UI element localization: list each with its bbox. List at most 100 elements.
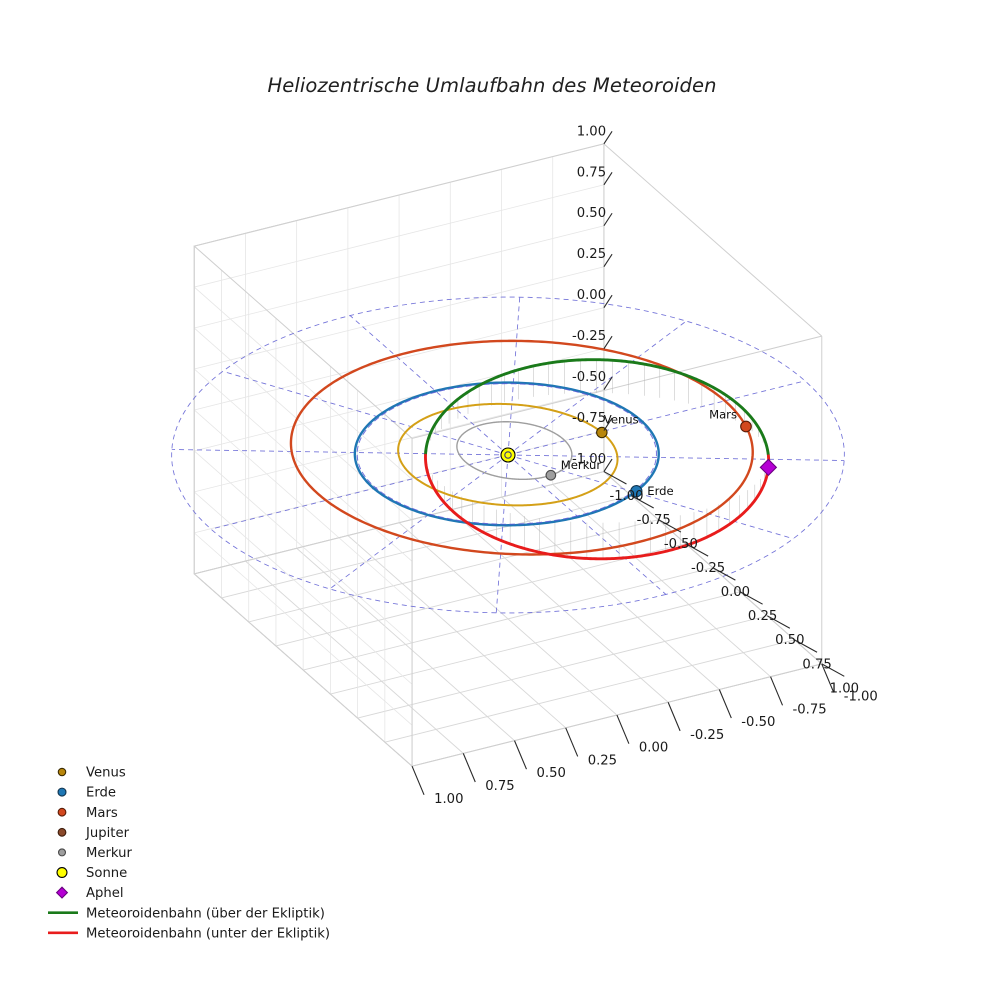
y-axis-4-label: 0.00: [639, 741, 668, 756]
x-axis-3-tick: [685, 543, 709, 557]
y-axis-0-tick: [821, 663, 835, 693]
legend-item-mars[interactable]: Mars: [57, 806, 118, 821]
aphel-marker: [759, 458, 778, 477]
z-axis-1-tick: [603, 417, 613, 431]
orbit-erde-orbit: [353, 381, 660, 527]
x-axis-5-label: 0.25: [748, 609, 777, 624]
z-axis-2-tick: [603, 376, 613, 390]
orbit-venus-orbit: [397, 402, 619, 507]
mars-marker: [740, 420, 752, 433]
legend-item-erde[interactable]: Erde: [57, 786, 116, 801]
z-axis-1-label: -0.75: [572, 411, 606, 426]
x-axis-1-tick: [630, 495, 654, 509]
orbit-merkur-orbit: [456, 421, 573, 481]
x-axis-8-label: 1.00: [830, 681, 859, 696]
y-axis-5-tick: [565, 727, 579, 757]
x-axis-0-tick: [603, 471, 627, 485]
erde-marker: [630, 485, 643, 498]
sun-ray-lines: [171, 296, 845, 614]
x-axis-4-tick: [712, 567, 736, 581]
y-axis-8-label: 1.00: [434, 792, 463, 807]
z-axis-5-label: 0.25: [577, 247, 606, 262]
axis-tick-labels: -1.00 -0.75 -0.50 -0.25 0.00 0.25 0.50 0.75 1.00…: [434, 124, 878, 807]
y-axis-2-label: -0.50: [741, 715, 775, 730]
legend-item-meteoroidenbahn[interactable]: Meteoroidenbahn (über der Ekliptik): [48, 906, 325, 921]
y-axis-5-label: 0.25: [588, 753, 617, 768]
legend-item-label: Mars: [86, 806, 118, 821]
body-label-venus: Venus: [604, 413, 639, 427]
x-axis-2-label: -0.50: [664, 537, 698, 552]
x-axis-3-label: -0.25: [691, 561, 725, 576]
x-axis-6-label: 0.50: [775, 633, 804, 648]
legend-circle-icon: [57, 787, 67, 797]
legend-circle-icon: [57, 827, 67, 837]
legend-circle-icon: [57, 767, 67, 777]
orbit-curves: [289, 339, 771, 561]
y-axis-3-label: -0.25: [690, 728, 724, 743]
y-axis-4-tick: [616, 714, 630, 744]
z-axis-7-label: 0.75: [577, 165, 606, 180]
legend-item-label: Jupiter: [85, 826, 130, 841]
z-axis-0-label: -1.00: [572, 452, 606, 467]
z-axis-4-tick: [603, 294, 613, 309]
x-axis-4-label: 0.00: [721, 585, 750, 600]
x-axis-6-tick: [767, 615, 791, 629]
legend-item-merkur[interactable]: Merkur: [57, 846, 133, 861]
page-title: Heliozentrische Umlaufbahn des Meteoroid…: [267, 74, 717, 97]
legend-item-label: Venus: [86, 766, 126, 781]
y-axis-7-tick: [462, 753, 476, 783]
y-axis-7-label: 0.75: [485, 779, 514, 794]
meteoroid-orbit-above-ecliptic: [424, 358, 770, 457]
y-axis-6-tick: [513, 740, 527, 770]
x-axis-5-tick: [739, 591, 763, 605]
legend-item-venus[interactable]: Venus: [57, 766, 126, 781]
legend-item-jupiter[interactable]: Jupiter: [57, 826, 130, 841]
legend-circle-icon: [57, 807, 67, 817]
z-axis-6-label: 0.50: [577, 206, 606, 221]
legend-item-label: Meteoroidenbahn (unter der Ekliptik): [86, 926, 330, 941]
orbit-stem-lines: [425, 359, 769, 559]
sun-marker: [500, 447, 516, 463]
y-axis-1-tick: [770, 676, 784, 706]
y-axis-2-tick: [718, 689, 732, 719]
x-axis-7-label: 0.75: [802, 657, 831, 672]
x-axis-7-tick: [794, 639, 818, 653]
x-axis-1-label: -0.75: [637, 513, 671, 528]
sun-inner-ring: [504, 451, 512, 459]
legend-item-sonne[interactable]: Sonne: [56, 866, 127, 881]
z-axis-7-tick: [603, 171, 613, 186]
legend-item-label: Aphel: [86, 886, 124, 901]
legend-item-label: Merkur: [86, 846, 133, 861]
legend-item-meteoroidenbahn[interactable]: Meteoroidenbahn (unter der Ekliptik): [48, 926, 330, 941]
legend-circle-icon: [56, 866, 68, 879]
z-axis-8-tick: [603, 130, 613, 145]
body-name-labels: Mars Venus Merkur Erde: [561, 408, 737, 499]
body-label-merkur: Merkur: [561, 458, 602, 472]
z-axis-2-label: -0.50: [572, 370, 606, 385]
y-axis-0-label: -1.00: [844, 690, 878, 705]
body-label-mars: Mars: [709, 408, 737, 422]
legend-item-label: Sonne: [86, 866, 127, 881]
x-axis-8-tick: [821, 663, 845, 677]
x-axis-2-tick: [658, 519, 682, 533]
merkur-marker: [545, 469, 557, 481]
legend[interactable]: Venus Erde Mars Jupiter Merkur Sonne Aphel Mete…: [48, 766, 330, 942]
z-axis-4-label: 0.00: [577, 288, 606, 303]
z-axis-3-tick: [603, 335, 613, 349]
legend-item-aphel[interactable]: Aphel: [55, 886, 124, 901]
legend-item-label: Meteoroidenbahn (über der Ekliptik): [86, 906, 325, 921]
legend-diamond-icon: [55, 886, 69, 899]
y-axis-1-label: -0.75: [793, 702, 827, 717]
body-label-erde: Erde: [647, 484, 673, 498]
z-axis-6-tick: [603, 212, 613, 227]
z-axis-0-tick: [603, 458, 613, 472]
x-axis-0-label: -1.00: [609, 489, 643, 504]
legend-circle-icon: [57, 848, 67, 857]
legend-item-label: Erde: [86, 786, 116, 801]
y-axis-3-tick: [667, 702, 681, 732]
z-axis-3-label: -0.25: [572, 329, 606, 344]
body-markers: [500, 420, 778, 498]
axis-ticks: [411, 130, 845, 795]
